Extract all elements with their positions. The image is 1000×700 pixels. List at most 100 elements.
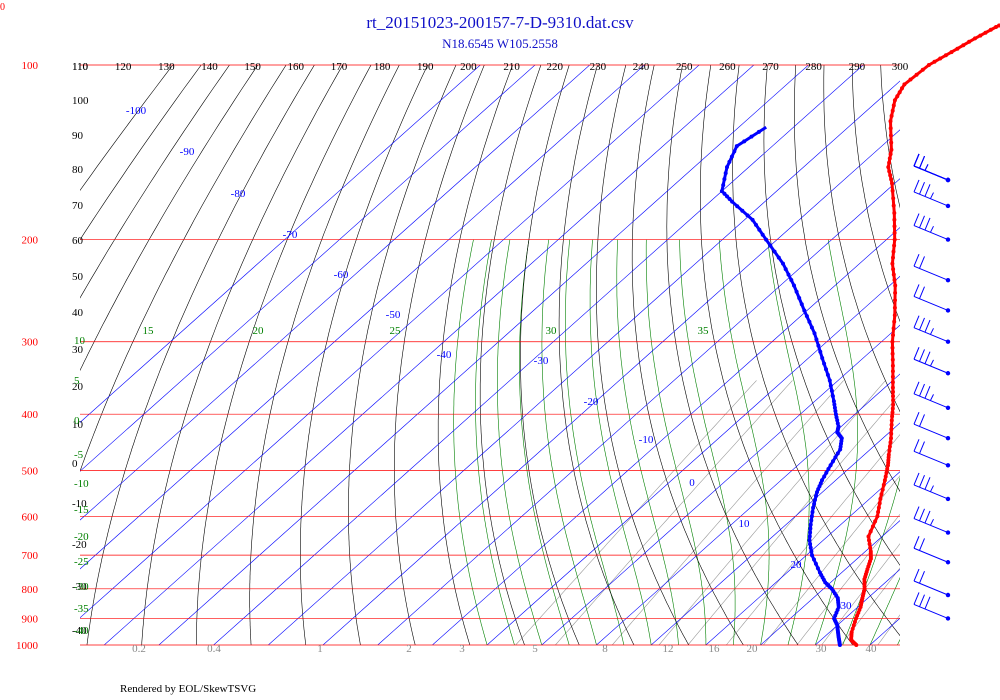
moist-adiabat-label: 35 [698, 325, 710, 337]
moist-adiabat-label: 25 [390, 325, 402, 337]
dewpoint-point [732, 149, 737, 154]
temperature-point [891, 203, 896, 208]
dewpoint-point [797, 296, 802, 300]
isotherm-label: -40 [437, 349, 452, 361]
wind-barb [913, 153, 951, 183]
temperature-point [879, 492, 884, 497]
theta-top-label: 200 [460, 61, 477, 73]
dewpoint-point [750, 217, 755, 222]
temperature-point [890, 261, 895, 266]
isotherm-label: -70 [283, 229, 298, 241]
dry-adiabat-line [794, 65, 900, 493]
temperature-point [867, 538, 871, 543]
dry-adiabat-line [558, 65, 635, 645]
wind-barb [913, 568, 951, 598]
temperature-point [908, 77, 913, 82]
temperature-point [889, 436, 893, 441]
wind-barb [913, 284, 951, 313]
temperature-point [891, 398, 896, 403]
temperature-point [920, 67, 925, 72]
dewpoint-point [794, 289, 799, 294]
temperature-point [889, 113, 894, 118]
temperature-point [885, 467, 890, 471]
isotherm-line [705, 471, 900, 645]
temperature-point [890, 351, 895, 356]
dewpoint-point [808, 530, 813, 535]
temperature-point [891, 394, 895, 399]
temperature-point [851, 623, 856, 628]
temperature-point [870, 524, 875, 529]
temperature-point [892, 98, 897, 103]
mixing-ratio-line [904, 381, 1000, 646]
temperature-point [891, 267, 896, 272]
theta-top-label: 170 [331, 61, 348, 73]
dry-adiabat-line [732, 65, 900, 637]
temperature-point [891, 272, 896, 277]
isotherm-label: -10 [639, 434, 654, 446]
dewpoint-point [729, 154, 734, 159]
moist-left-label: 5 [74, 375, 80, 387]
moist-left-label: -30 [74, 581, 89, 593]
dewpoint-point [827, 378, 832, 383]
temperature-point [890, 339, 895, 344]
temperature-point [892, 211, 897, 215]
theta-top-label: 230 [590, 61, 607, 73]
temperature-point [902, 82, 907, 87]
isotherm-line [651, 422, 900, 645]
moist-left-label: 0 [74, 415, 80, 427]
temperature-point [890, 406, 895, 411]
isotherm-label: -90 [180, 146, 195, 158]
temperature-point [888, 173, 893, 178]
dewpoint-point [810, 553, 814, 558]
dry-adiabat-line [823, 65, 900, 413]
dry-adiabat-line [763, 65, 900, 566]
isobars [80, 64, 900, 646]
moist-adiabat-line [869, 576, 900, 645]
dry-adiabat-line [80, 65, 259, 372]
dewpoint-point [804, 314, 809, 319]
theta-left-label: -10 [72, 498, 87, 510]
temperature-point [967, 39, 972, 44]
isotherm-label: -60 [334, 269, 349, 281]
dewpoint-point [722, 191, 727, 196]
wind-barb [913, 213, 951, 242]
wind-barb [913, 254, 951, 283]
dry-adiabat-line [394, 65, 485, 645]
mixing-ratio-line [763, 475, 900, 645]
dewpoint-point [825, 372, 830, 377]
wind-barb [913, 347, 951, 376]
dewpoint-point [760, 232, 765, 237]
temperature-point [892, 313, 897, 318]
mixing-ratio-label: 5 [532, 643, 538, 655]
dewpoint-point [781, 261, 785, 266]
dewpoint-point [799, 302, 804, 307]
temperature-point [873, 519, 878, 524]
temperature-point [891, 326, 896, 331]
temperature-point [890, 345, 895, 350]
dewpoint-point [734, 144, 739, 149]
dewpoint-point [809, 325, 814, 330]
isotherm-line [925, 38, 1000, 645]
temperature-point [890, 380, 895, 385]
theta-left-label: 0 [72, 458, 78, 470]
mixing-ratio-lines [515, 380, 1000, 646]
dewpoint-point [789, 278, 794, 282]
temperature-point [943, 53, 948, 58]
theta-left-label: 100 [72, 95, 89, 107]
theta-top-label: 120 [115, 61, 132, 73]
theta-left-label: -20 [72, 539, 87, 551]
dry-adiabat-line [988, 24, 1000, 645]
dewpoint-point [829, 388, 834, 393]
dewpoint-point [814, 494, 818, 498]
wind-barb [913, 439, 951, 468]
temperature-point [983, 30, 988, 35]
temperature-point [888, 440, 893, 445]
theta-left-label: 50 [72, 271, 84, 283]
dewpoint-point [808, 542, 813, 546]
dry-adiabat-line [880, 65, 900, 209]
pressure-label: 1000 [16, 640, 39, 652]
wind-barb [913, 592, 951, 621]
dewpoint-point [811, 505, 816, 510]
dewpoint-point [808, 522, 813, 527]
